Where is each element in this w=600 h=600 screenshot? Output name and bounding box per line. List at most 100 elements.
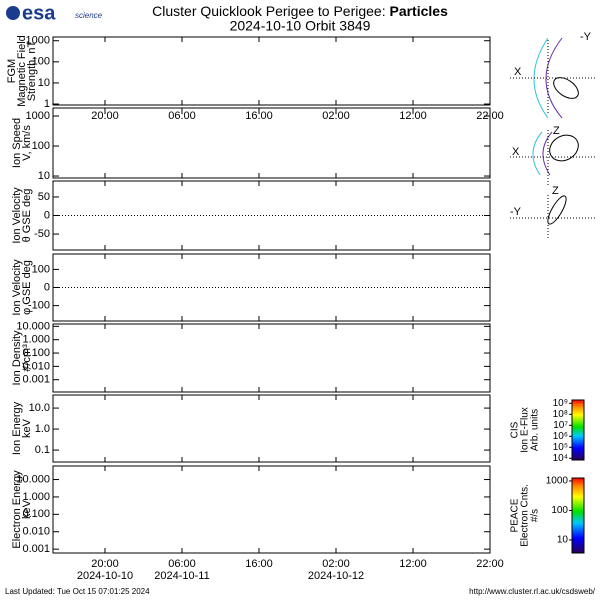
colorbar-label: Electron Cnts. xyxy=(520,484,531,547)
colorbar-tick-label: 10⁵ xyxy=(553,442,568,453)
y-tick-label: 1000 xyxy=(26,35,50,47)
colorbar-label: #/s xyxy=(530,509,541,522)
orbit-path xyxy=(553,77,579,99)
y-tick-label: 0.1 xyxy=(35,444,50,456)
y-axis-label: V, km/s xyxy=(21,125,33,161)
x-tick-label: 02:00 xyxy=(322,110,350,122)
y-tick-label: 10.000 xyxy=(16,473,50,485)
footer-left: Last Updated: Tue Oct 15 07:01:25 2024 xyxy=(5,587,150,596)
panel-frame xyxy=(52,36,491,106)
x-date-label: 2024-10-12 xyxy=(308,570,364,582)
title-text: Cluster Quicklook Perigee to Perigee: xyxy=(152,3,389,19)
y-tick-label: 10.0 xyxy=(29,402,50,414)
y-tick-label: 10 xyxy=(38,170,50,182)
colorbar-tick-label: 10⁷ xyxy=(553,420,568,431)
title-bold: Particles xyxy=(389,3,448,19)
x-tick-label: 16:00 xyxy=(245,110,273,122)
y-axis-label: Ion Velocity xyxy=(11,259,23,316)
y-axis-label: Ion Speed xyxy=(11,118,23,168)
y-axis-label: keV xyxy=(21,499,33,519)
x-tick-label: 12:00 xyxy=(399,110,427,122)
title: Cluster Quicklook Perigee to Perigee: Pa… xyxy=(152,3,448,19)
y-axis-label: FGM xyxy=(6,59,18,83)
y-tick-label: 0.010 xyxy=(22,526,50,538)
panel-frame xyxy=(52,107,491,179)
orbit-label: X xyxy=(512,146,520,158)
y-axis-label: Ion Energy xyxy=(11,401,23,455)
colorbar-tick-label: 10⁸ xyxy=(553,409,568,420)
orbit-label: -Y xyxy=(580,31,592,43)
y-axis-label: keV xyxy=(21,418,33,438)
subtitle: 2024-10-10 Orbit 3849 xyxy=(230,18,371,34)
y-tick-label: 1000 xyxy=(26,110,50,122)
y-tick-label: 1.0 xyxy=(35,423,50,435)
orbit-boundary xyxy=(532,131,543,176)
x-tick-label: 02:00 xyxy=(322,558,350,570)
y-tick-label: 0 xyxy=(44,281,50,293)
orbit-boundary xyxy=(545,37,563,119)
y-tick-label: 0.001 xyxy=(22,374,50,386)
orbit-boundary xyxy=(542,131,553,176)
y-tick-label: 100 xyxy=(32,56,50,68)
y-tick-label: 0.010 xyxy=(22,360,50,372)
y-tick-label: 0.100 xyxy=(22,347,50,359)
y-tick-label: 1 xyxy=(44,98,50,110)
colorbar-label: Ion E-Flux xyxy=(520,407,531,453)
x-tick-label: 06:00 xyxy=(168,110,196,122)
x-tick-label: 12:00 xyxy=(399,558,427,570)
panel-frame xyxy=(52,465,491,554)
x-tick-label: 20:00 xyxy=(91,558,119,570)
orbit-path xyxy=(547,195,567,225)
y-axis-label: φ GSE deg xyxy=(21,260,33,315)
colorbar-label: PEACE xyxy=(510,498,521,532)
colorbar xyxy=(571,477,585,554)
y-axis-label: Strength, nT xyxy=(26,40,38,101)
orbit-diagrams xyxy=(510,37,597,240)
colorbar-tick-label: 10⁶ xyxy=(553,431,568,442)
x-date-label: 2024-10-10 xyxy=(77,570,133,582)
y-axis-label: Ion Density xyxy=(11,330,23,386)
logo: esa xyxy=(22,2,56,24)
y-axis-label: Magnetic Field xyxy=(16,35,28,107)
colorbar-tick-label: 10 xyxy=(557,535,569,546)
y-tick-label: 10 xyxy=(38,77,50,89)
colorbar-tick-label: 10⁹ xyxy=(553,398,568,409)
x-tick-label: 20:00 xyxy=(91,110,119,122)
x-date-label: 2024-10-11 xyxy=(154,570,209,582)
y-tick-label: -100 xyxy=(28,300,50,312)
colorbar-tick-label: 100 xyxy=(551,505,568,516)
orbit-label: Z xyxy=(553,125,560,137)
logo-sub: science xyxy=(75,11,103,20)
y-tick-label: 1.000 xyxy=(22,334,50,346)
colorbar xyxy=(571,399,585,461)
orbit-path xyxy=(549,134,579,162)
orbit-label: Z xyxy=(552,185,559,197)
colorbar-label: Arb. units xyxy=(530,409,541,451)
y-tick-label: 0.100 xyxy=(22,508,50,520)
orbit-label: -Y xyxy=(510,206,522,218)
y-tick-label: -50 xyxy=(34,228,50,240)
panel-frame xyxy=(52,394,491,463)
x-tick-label: 16:00 xyxy=(245,558,273,570)
logo-mark xyxy=(6,6,20,20)
footer-right: http://www.cluster.rl.ac.uk/csdsweb/ xyxy=(469,587,596,596)
orbit-boundary xyxy=(533,37,549,119)
y-tick-label: 100 xyxy=(32,140,50,152)
y-tick-label: 10.000 xyxy=(16,320,50,332)
orbit-label: X xyxy=(514,66,522,78)
y-tick-label: 0.001 xyxy=(22,543,50,555)
x-tick-label: 06:00 xyxy=(168,558,196,570)
y-tick-label: 50 xyxy=(38,191,50,203)
colorbar-tick-label: 10⁴ xyxy=(553,453,568,464)
y-tick-label: 100 xyxy=(32,263,50,275)
x-tick-label: 22:00 xyxy=(476,558,504,570)
panel-frame xyxy=(52,323,491,393)
y-axis-label: #/cm³ xyxy=(21,344,33,372)
y-axis-label: θ GSE deg xyxy=(21,189,33,243)
y-tick-label: 1.000 xyxy=(22,491,50,503)
y-axis-label: Electron Energy xyxy=(11,470,23,549)
y-axis-label: Ion Velocity xyxy=(11,187,23,244)
colorbar-tick-label: 1000 xyxy=(546,476,569,487)
